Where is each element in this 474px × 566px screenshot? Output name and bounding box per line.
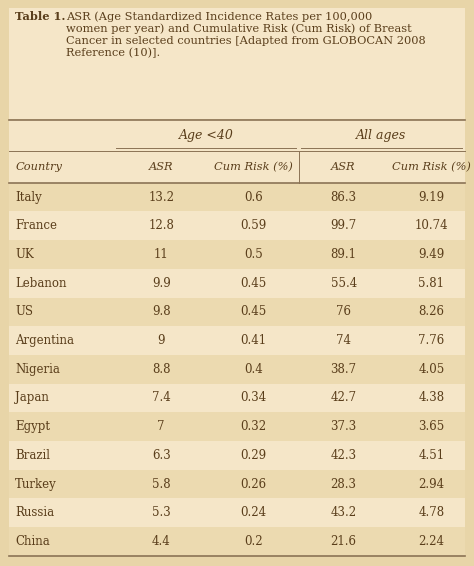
Text: Lebanon: Lebanon — [15, 277, 67, 290]
Text: 0.45: 0.45 — [240, 306, 267, 319]
Text: 76: 76 — [336, 306, 351, 319]
Text: 5.81: 5.81 — [419, 277, 444, 290]
Text: Japan: Japan — [15, 392, 49, 405]
Text: UK: UK — [15, 248, 34, 261]
Text: 4.51: 4.51 — [418, 449, 445, 462]
Text: 74: 74 — [336, 334, 351, 347]
Text: 2.94: 2.94 — [418, 478, 445, 491]
Text: 0.45: 0.45 — [240, 277, 267, 290]
Text: 37.3: 37.3 — [330, 420, 357, 433]
Bar — [9, 326, 465, 355]
Text: Nigeria: Nigeria — [15, 363, 60, 376]
Bar — [9, 384, 465, 412]
Text: 43.2: 43.2 — [330, 506, 357, 519]
Text: 0.59: 0.59 — [240, 219, 267, 232]
Text: Country: Country — [15, 162, 62, 172]
Text: 5.8: 5.8 — [152, 478, 171, 491]
Text: 38.7: 38.7 — [330, 363, 357, 376]
Text: 9: 9 — [157, 334, 165, 347]
Text: 0.2: 0.2 — [244, 535, 263, 548]
Text: ASR (Age Standardized Incidence Rates per 100,000
women per year) and Cumulative: ASR (Age Standardized Incidence Rates pe… — [66, 11, 426, 58]
Bar — [9, 120, 465, 556]
Text: 4.05: 4.05 — [418, 363, 445, 376]
Text: 99.7: 99.7 — [330, 219, 357, 232]
Text: 7.4: 7.4 — [152, 392, 171, 405]
Bar — [9, 527, 465, 556]
Text: Italy: Italy — [15, 191, 42, 204]
Text: China: China — [15, 535, 50, 548]
Text: 6.3: 6.3 — [152, 449, 171, 462]
Text: 86.3: 86.3 — [330, 191, 357, 204]
Bar — [9, 499, 465, 527]
Text: 42.7: 42.7 — [330, 392, 357, 405]
Bar — [9, 183, 465, 212]
Text: Cum Risk (%): Cum Risk (%) — [392, 162, 471, 172]
Text: 0.32: 0.32 — [240, 420, 267, 433]
Text: 8.8: 8.8 — [152, 363, 171, 376]
Text: 9.49: 9.49 — [418, 248, 445, 261]
Text: 0.6: 0.6 — [244, 191, 263, 204]
Text: 10.74: 10.74 — [415, 219, 448, 232]
Text: 4.4: 4.4 — [152, 535, 171, 548]
Text: 55.4: 55.4 — [330, 277, 357, 290]
Text: 7: 7 — [157, 420, 165, 433]
Text: US: US — [15, 306, 33, 319]
Text: France: France — [15, 219, 57, 232]
Text: Russia: Russia — [15, 506, 55, 519]
Text: 4.38: 4.38 — [418, 392, 445, 405]
Text: 9.19: 9.19 — [418, 191, 445, 204]
Text: 9.9: 9.9 — [152, 277, 171, 290]
Bar — [9, 8, 465, 119]
Bar — [9, 240, 465, 269]
Text: 5.3: 5.3 — [152, 506, 171, 519]
Bar — [9, 355, 465, 384]
Bar — [9, 298, 465, 326]
Bar — [9, 212, 465, 240]
Text: 11: 11 — [154, 248, 169, 261]
Text: 13.2: 13.2 — [148, 191, 174, 204]
Text: 8.26: 8.26 — [419, 306, 444, 319]
Text: 42.3: 42.3 — [330, 449, 357, 462]
Text: 9.8: 9.8 — [152, 306, 171, 319]
Text: 0.41: 0.41 — [240, 334, 267, 347]
Text: 0.5: 0.5 — [244, 248, 263, 261]
Text: All ages: All ages — [356, 129, 407, 142]
Text: Age <40: Age <40 — [179, 129, 234, 142]
Text: 12.8: 12.8 — [148, 219, 174, 232]
Text: 0.29: 0.29 — [240, 449, 267, 462]
Text: Argentina: Argentina — [15, 334, 74, 347]
Bar — [9, 412, 465, 441]
Text: Turkey: Turkey — [15, 478, 57, 491]
Text: ASR: ASR — [331, 162, 356, 172]
Text: 89.1: 89.1 — [331, 248, 356, 261]
Bar — [9, 470, 465, 499]
Text: Table 1.: Table 1. — [15, 11, 65, 22]
Text: 21.6: 21.6 — [331, 535, 356, 548]
Bar — [9, 269, 465, 298]
Text: Cum Risk (%): Cum Risk (%) — [214, 162, 293, 172]
Text: 0.24: 0.24 — [240, 506, 267, 519]
Text: 0.4: 0.4 — [244, 363, 263, 376]
Text: 28.3: 28.3 — [331, 478, 356, 491]
Text: 0.34: 0.34 — [240, 392, 267, 405]
Text: 7.76: 7.76 — [418, 334, 445, 347]
Text: Brazil: Brazil — [15, 449, 50, 462]
Text: 2.24: 2.24 — [419, 535, 444, 548]
Text: ASR: ASR — [149, 162, 173, 172]
Text: 0.26: 0.26 — [240, 478, 267, 491]
Bar — [9, 441, 465, 470]
Text: 4.78: 4.78 — [418, 506, 445, 519]
Text: Egypt: Egypt — [15, 420, 50, 433]
Text: 3.65: 3.65 — [418, 420, 445, 433]
